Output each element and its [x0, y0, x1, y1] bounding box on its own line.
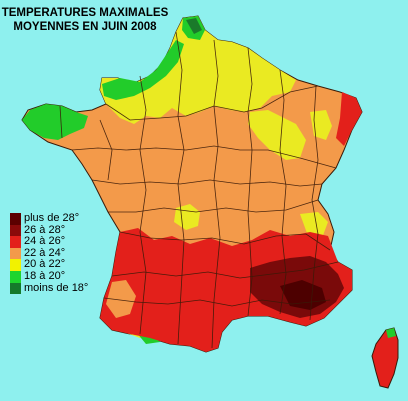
- zone-orange-southwest: [106, 280, 136, 318]
- legend-label: plus de 28°: [24, 212, 80, 224]
- legend-item: 18 à 20°: [10, 269, 88, 283]
- title-line-2: MOYENNES EN JUIN 2008: [13, 21, 157, 33]
- department-borders: [59, 31, 339, 349]
- legend-label: 24 à 26°: [24, 235, 66, 248]
- zone-yellow-north: [100, 16, 296, 124]
- legend-label: 18 à 20°: [24, 269, 66, 282]
- zone-darkgreen-north: [186, 18, 202, 34]
- legend-label: moins de 18°: [24, 281, 89, 294]
- legend-swatch: [10, 247, 21, 260]
- legend-item: 20 à 22°: [10, 259, 88, 271]
- legend-swatch: [10, 213, 21, 225]
- zone-yellow-east: [248, 110, 306, 160]
- legend-item: 26 à 28°: [10, 223, 88, 237]
- legend-swatch: [10, 282, 21, 295]
- zone-red-alsace: [336, 92, 362, 146]
- legend: plus de 28° 26 à 28° 24 à 26° 22 à 24° 20 à …: [10, 212, 89, 295]
- legend-swatch: [10, 236, 21, 248]
- zone-darkred-provence-2: [280, 280, 326, 310]
- legend-swatch: [10, 224, 21, 237]
- legend-item: 24 à 26°: [10, 236, 88, 248]
- legend-item: moins de 18°: [10, 281, 89, 295]
- legend-item: plus de 28°: [10, 212, 88, 225]
- legend-label: 26 à 28°: [24, 223, 66, 236]
- zone-green-normandy: [102, 40, 184, 100]
- legend-label: 20 à 22°: [24, 258, 66, 271]
- legend-item: 22 à 24°: [10, 246, 88, 260]
- corsica-north: [386, 328, 396, 338]
- corsica: [371, 327, 399, 389]
- legend-label: 22 à 24°: [24, 246, 66, 259]
- zone-yellow-alps: [300, 212, 328, 238]
- legend-swatch: [10, 270, 21, 283]
- title-line-1: TEMPERATURES MAXIMALES: [1, 7, 169, 19]
- map-title: TEMPERATURES MAXIMALES MOYENNES EN JUIN …: [0, 6, 170, 34]
- legend-swatch: [10, 259, 21, 271]
- zone-green-brittany: [22, 104, 88, 140]
